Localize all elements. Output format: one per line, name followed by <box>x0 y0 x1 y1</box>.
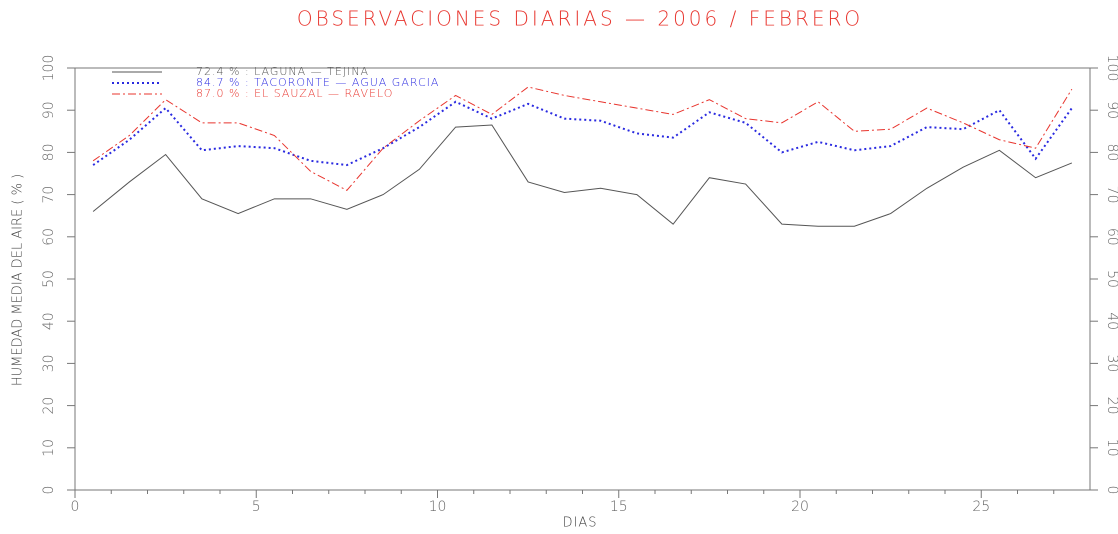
y-tick-label: 20 <box>41 397 57 415</box>
series-line <box>92 86 1073 192</box>
plot-frame <box>74 67 1091 491</box>
y-tick-label: 80 <box>41 143 57 161</box>
y-tick-label: 100 <box>41 55 57 82</box>
legend-label: 72.4 % : LAGUNA — TEJINA <box>196 65 369 78</box>
y2-tick-label: 20 <box>1104 397 1118 415</box>
y2-tick-label: 90 <box>1104 101 1118 119</box>
series-line <box>92 100 1073 167</box>
legend-label: 87.0 % : EL SAUZAL — RAVELO <box>196 87 393 100</box>
chart-title: OBSERVACIONES DIARIAS — 2006 / FEBRERO <box>297 7 863 31</box>
x-tick-label: 25 <box>972 499 990 515</box>
y-tick-label: 50 <box>41 270 57 288</box>
x-tick-label: 15 <box>610 499 628 515</box>
x-tick-label: 10 <box>429 499 447 515</box>
y2-tick-label: 80 <box>1104 143 1118 161</box>
series-line <box>92 124 1073 227</box>
x-tick-label: 5 <box>252 499 261 515</box>
y-tick-label: 90 <box>41 101 57 119</box>
y-tick-label: 70 <box>41 186 57 204</box>
y2-tick-label: 50 <box>1104 270 1118 288</box>
y-tick-label: 30 <box>41 354 57 372</box>
y2-tick-label: 70 <box>1104 186 1118 204</box>
y-tick-label: 0 <box>41 486 57 495</box>
y-tick-label: 40 <box>41 312 57 330</box>
y2-tick-label: 30 <box>1104 354 1118 372</box>
legend-label: 84.7 % : TACORONTE — AGUA GARCIA <box>196 76 439 89</box>
y-tick-label: 10 <box>41 439 57 457</box>
y2-tick-label: 100 <box>1104 55 1118 82</box>
y2-tick-label: 10 <box>1104 439 1118 457</box>
y2-tick-label: 60 <box>1104 228 1118 246</box>
y-tick-label: 60 <box>41 228 57 246</box>
x-tick-label: 0 <box>71 499 80 515</box>
y2-tick-label: 0 <box>1104 486 1118 495</box>
x-tick-label: 20 <box>791 499 809 515</box>
x-axis-label: DIAS <box>563 516 598 531</box>
y-axis-label: HUMEDAD MEDIA DEL AIRE ( % ) <box>11 174 26 386</box>
y2-tick-label: 40 <box>1104 312 1118 330</box>
